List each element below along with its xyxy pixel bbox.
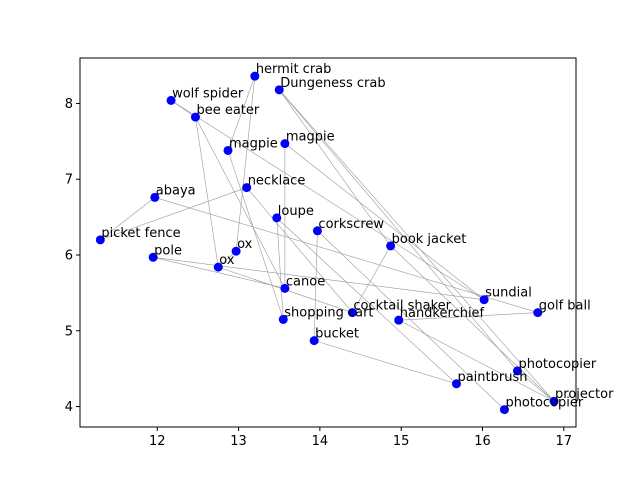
edge-line	[317, 230, 505, 410]
y-tick-label: 8	[65, 97, 73, 112]
x-tick-label: 16	[474, 434, 491, 449]
point-label: loupe	[278, 204, 314, 219]
data-point	[347, 308, 357, 318]
x-axis: 12 13 14 15 16 17	[149, 427, 572, 449]
point-label: abaya	[156, 183, 196, 198]
data-point	[242, 183, 252, 193]
edge-line	[153, 256, 285, 289]
points-layer	[95, 71, 559, 415]
edge-line	[227, 76, 256, 151]
edge-line	[284, 143, 485, 300]
point-label: magpie	[229, 136, 278, 151]
point-label: photocopier	[518, 357, 596, 372]
data-point	[451, 379, 461, 389]
plot-frame	[79, 57, 577, 428]
point-label: hermit crab	[256, 62, 332, 77]
edge-line	[100, 187, 247, 241]
edge-line	[278, 89, 555, 402]
point-label: golf ball	[539, 299, 591, 314]
data-point	[274, 85, 284, 95]
y-axis: 4 5 6 7 8	[65, 97, 80, 415]
data-point	[150, 192, 160, 202]
edge-line	[195, 116, 286, 289]
data-point	[533, 308, 543, 318]
x-tick-label: 13	[230, 434, 247, 449]
edge-line	[314, 340, 457, 385]
point-label: projector	[555, 387, 614, 402]
data-point	[386, 241, 396, 251]
data-point	[272, 213, 282, 223]
x-tick-label: 14	[312, 434, 329, 449]
data-point	[250, 71, 260, 81]
edge-line	[227, 150, 284, 320]
edge-line	[352, 245, 391, 313]
y-tick-label: 5	[65, 324, 73, 339]
edge-line	[195, 117, 219, 268]
data-point	[479, 295, 489, 305]
point-label: pole	[154, 243, 182, 258]
edge-line	[235, 76, 256, 252]
data-point	[166, 95, 176, 105]
data-point	[278, 314, 288, 324]
edge-line	[517, 370, 555, 402]
data-point	[309, 336, 319, 346]
data-point	[512, 366, 522, 376]
point-label: paintbrush	[457, 370, 527, 385]
edge-line	[276, 217, 457, 385]
data-point	[231, 246, 241, 256]
edge-line	[276, 217, 284, 320]
data-point	[499, 405, 509, 415]
edges-layer	[100, 76, 555, 410]
x-tick-label: 15	[393, 434, 410, 449]
point-label: ox	[219, 253, 235, 268]
data-point	[280, 139, 290, 149]
data-point	[549, 396, 559, 406]
edge-line	[100, 197, 155, 241]
edge-line	[278, 89, 518, 372]
data-point	[148, 252, 158, 262]
point-label: canoe	[286, 274, 325, 289]
edge-line	[313, 230, 318, 341]
point-label: bee eater	[196, 103, 259, 118]
point-label: shopping cart	[284, 305, 373, 320]
data-point	[223, 145, 233, 155]
point-label: magpie	[286, 130, 335, 145]
edge-line	[153, 256, 485, 301]
y-tick-label: 7	[65, 173, 73, 188]
point-label: ox	[237, 237, 253, 252]
point-label: picket fence	[101, 226, 180, 241]
data-point	[280, 283, 290, 293]
data-point	[312, 226, 322, 236]
point-label: wolf spider	[172, 86, 244, 101]
edge-line	[154, 197, 538, 313]
edge-line	[170, 100, 485, 300]
y-tick-label: 4	[65, 400, 73, 415]
point-label: book jacket	[392, 232, 467, 247]
point-label: sundial	[485, 286, 532, 301]
edge-line	[278, 89, 391, 247]
data-point	[95, 235, 105, 245]
y-tick-label: 6	[65, 249, 73, 264]
data-point	[190, 112, 200, 122]
edge-line	[398, 319, 555, 402]
edge-line	[390, 245, 555, 402]
point-label: handkerchief	[400, 306, 485, 321]
edge-line	[246, 187, 353, 313]
point-label: photocopier	[505, 396, 583, 411]
data-point	[394, 315, 404, 325]
edge-line	[398, 312, 538, 321]
point-label: bucket	[315, 327, 359, 342]
data-point	[213, 262, 223, 272]
point-label: corkscrew	[318, 217, 384, 232]
point-label: Dungeness crab	[280, 76, 385, 91]
point-label: necklace	[248, 174, 306, 189]
x-tick-label: 12	[149, 434, 166, 449]
x-tick-label: 17	[556, 434, 573, 449]
point-label: cocktail shaker	[353, 299, 451, 314]
